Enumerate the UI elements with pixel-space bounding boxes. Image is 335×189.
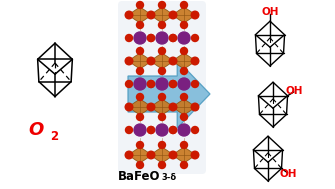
Circle shape <box>170 81 177 88</box>
Polygon shape <box>128 60 210 128</box>
Circle shape <box>181 47 188 54</box>
Circle shape <box>181 114 188 121</box>
Polygon shape <box>150 147 174 163</box>
Circle shape <box>191 11 199 19</box>
Circle shape <box>147 35 154 42</box>
Circle shape <box>191 57 199 65</box>
Text: 3-δ: 3-δ <box>161 173 176 182</box>
Circle shape <box>147 103 155 111</box>
Polygon shape <box>172 53 196 69</box>
Polygon shape <box>128 53 152 69</box>
Circle shape <box>181 161 188 169</box>
Circle shape <box>192 35 199 42</box>
Circle shape <box>158 161 165 169</box>
Circle shape <box>192 81 199 88</box>
Circle shape <box>170 126 177 133</box>
Circle shape <box>126 81 133 88</box>
Circle shape <box>156 32 168 44</box>
Polygon shape <box>150 7 174 23</box>
Text: OH: OH <box>261 7 279 17</box>
Circle shape <box>147 126 154 133</box>
Polygon shape <box>128 99 152 115</box>
Circle shape <box>158 22 165 29</box>
Circle shape <box>170 35 177 42</box>
Circle shape <box>125 103 133 111</box>
Circle shape <box>136 22 143 29</box>
Circle shape <box>191 103 199 111</box>
Circle shape <box>136 114 143 121</box>
Circle shape <box>158 67 165 74</box>
Circle shape <box>178 124 190 136</box>
Text: 2: 2 <box>50 130 58 143</box>
Polygon shape <box>172 99 196 115</box>
Circle shape <box>126 126 133 133</box>
Circle shape <box>134 78 146 90</box>
Circle shape <box>181 2 188 9</box>
Circle shape <box>136 142 143 149</box>
Circle shape <box>147 81 154 88</box>
Circle shape <box>147 11 155 19</box>
Circle shape <box>147 35 154 42</box>
Circle shape <box>136 47 143 54</box>
Circle shape <box>158 142 165 149</box>
Circle shape <box>181 22 188 29</box>
Circle shape <box>181 67 188 74</box>
Circle shape <box>170 35 177 42</box>
Circle shape <box>158 2 165 9</box>
Text: O: O <box>28 121 43 139</box>
Circle shape <box>181 142 188 149</box>
Text: OH: OH <box>286 86 304 96</box>
Circle shape <box>125 11 133 19</box>
Circle shape <box>156 124 168 136</box>
Circle shape <box>156 78 168 90</box>
Text: OH: OH <box>279 169 297 179</box>
Polygon shape <box>128 147 152 163</box>
Circle shape <box>136 2 143 9</box>
Circle shape <box>178 32 190 44</box>
Circle shape <box>136 161 143 169</box>
Circle shape <box>170 126 177 133</box>
Polygon shape <box>128 7 152 23</box>
Circle shape <box>126 35 133 42</box>
Circle shape <box>169 151 177 159</box>
Circle shape <box>169 11 177 19</box>
Circle shape <box>191 151 199 159</box>
Circle shape <box>134 124 146 136</box>
Circle shape <box>136 67 143 74</box>
Polygon shape <box>172 147 196 163</box>
Circle shape <box>125 57 133 65</box>
Circle shape <box>178 78 190 90</box>
Circle shape <box>169 103 177 111</box>
Circle shape <box>158 94 165 101</box>
Circle shape <box>192 126 199 133</box>
Circle shape <box>147 126 154 133</box>
Circle shape <box>169 57 177 65</box>
Text: BaFeO: BaFeO <box>118 170 160 183</box>
FancyBboxPatch shape <box>118 1 206 174</box>
Circle shape <box>158 114 165 121</box>
Polygon shape <box>150 53 174 69</box>
Circle shape <box>158 47 165 54</box>
Circle shape <box>181 94 188 101</box>
Circle shape <box>134 32 146 44</box>
Circle shape <box>136 94 143 101</box>
Circle shape <box>147 81 154 88</box>
Circle shape <box>147 151 155 159</box>
Circle shape <box>147 57 155 65</box>
Polygon shape <box>150 99 174 115</box>
Polygon shape <box>172 7 196 23</box>
Circle shape <box>125 151 133 159</box>
Circle shape <box>170 81 177 88</box>
